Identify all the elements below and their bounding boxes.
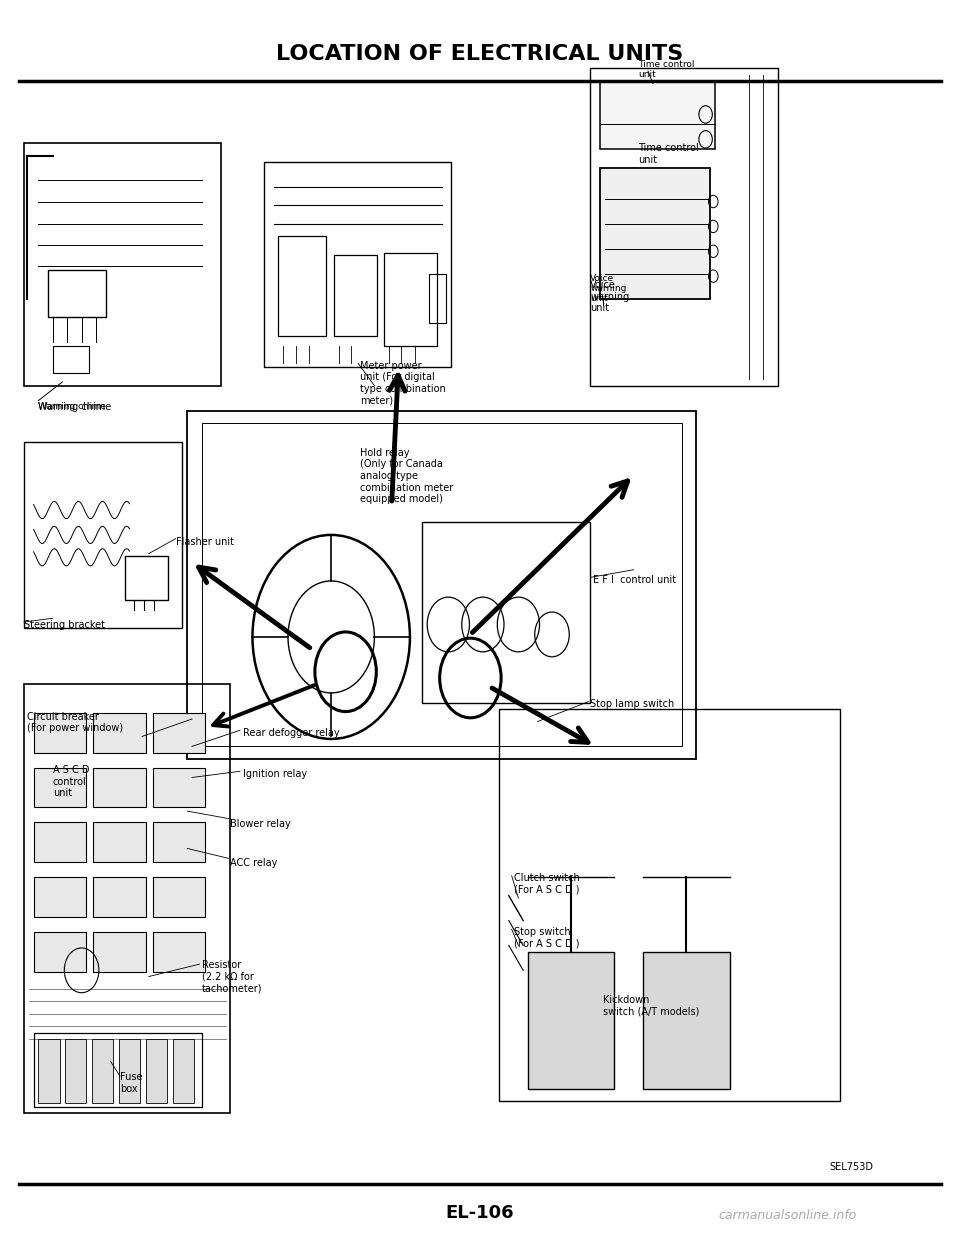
Text: EL-106: EL-106 [445,1204,515,1222]
Text: Resistor
(2.2 kΩ for
tachometer): Resistor (2.2 kΩ for tachometer) [202,960,262,994]
Bar [93,713,146,753]
Text: Hold relay
(Only for Canada
analog type
combination meter
equipped model): Hold relay (Only for Canada analog type … [360,448,453,504]
Text: Voice
warning
unit: Voice warning unit [590,280,630,313]
Bar [93,932,146,972]
Bar [93,768,146,807]
Bar [334,255,377,336]
Bar [92,1039,113,1103]
Text: E F I  control unit: E F I control unit [593,575,677,585]
Bar [34,768,86,807]
Bar [173,1039,194,1103]
Text: Flasher unit: Flasher unit [176,537,233,547]
Text: Warning chime: Warning chime [38,402,111,412]
Text: Time control
unit: Time control unit [638,143,699,164]
Text: Time control
unit: Time control unit [638,60,695,80]
Bar [590,68,778,386]
Bar [528,952,614,1088]
Bar [34,932,86,972]
Bar [499,709,840,1101]
Bar [34,877,86,917]
Text: SEL753D: SEL753D [829,1162,874,1172]
Bar [93,822,146,862]
Bar [153,768,205,807]
Text: ACC relay: ACC relay [230,858,277,868]
Text: Ignition relay: Ignition relay [243,769,307,779]
Bar [119,1039,140,1103]
Text: Stop switch
(For A S C D ): Stop switch (For A S C D ) [514,927,579,948]
Text: A S C D
control
unit: A S C D control unit [53,765,89,799]
Bar [53,346,89,373]
Bar [187,411,696,759]
Bar [65,1039,86,1103]
Bar [24,442,182,628]
Bar [429,274,446,323]
Bar [264,162,451,367]
Bar [153,877,205,917]
Bar [24,143,221,386]
Bar [34,1033,202,1107]
Text: Blower relay: Blower relay [230,819,291,829]
Text: Voice
warning
unit: Voice warning unit [590,274,627,304]
Text: carmanualsonline.info: carmanualsonline.info [718,1209,856,1222]
Bar [422,522,590,703]
Bar [384,253,437,346]
Text: Fuse
box: Fuse box [120,1072,142,1093]
Bar [153,713,205,753]
Bar [48,270,106,317]
Bar [146,1039,167,1103]
Bar [278,236,326,336]
Text: Warning chime: Warning chime [38,402,107,411]
Text: Rear defogger relay: Rear defogger relay [243,728,340,738]
Bar [38,1039,60,1103]
Bar [93,877,146,917]
Bar [153,932,205,972]
Bar [34,822,86,862]
Text: Meter power
unit (For digital
type combination
meter): Meter power unit (For digital type combi… [360,361,445,406]
Bar [202,423,682,746]
Text: Steering bracket: Steering bracket [24,620,105,629]
Text: Kickdown
switch (A/T models): Kickdown switch (A/T models) [603,995,699,1016]
Text: LOCATION OF ELECTRICAL UNITS: LOCATION OF ELECTRICAL UNITS [276,44,684,63]
Bar [643,952,730,1088]
Bar [34,713,86,753]
Text: Clutch switch
(For A S C D ): Clutch switch (For A S C D ) [514,873,579,894]
Text: Stop lamp switch: Stop lamp switch [590,699,675,709]
Bar [125,556,168,600]
Bar [153,822,205,862]
Bar [24,684,230,1113]
Bar [600,168,710,299]
Text: Circuit breaker
(For power window): Circuit breaker (For power window) [27,712,123,733]
Bar [600,81,715,149]
